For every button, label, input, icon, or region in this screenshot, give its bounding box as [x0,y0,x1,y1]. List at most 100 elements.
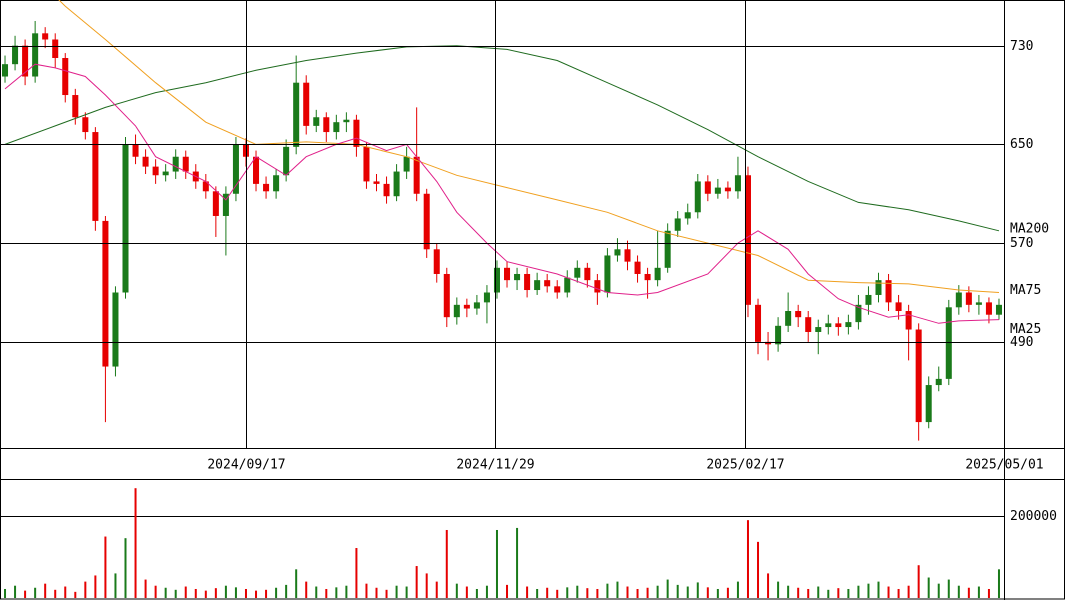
volume-bar [275,587,278,598]
volume-bar [184,586,187,598]
candle-body [654,267,661,281]
candle-body [52,39,59,59]
candle-body [283,146,290,176]
volume-bar [686,586,689,598]
volume-bar [385,589,388,598]
candle-body [132,144,139,157]
volume-bar [626,586,629,598]
series-label: MA200 [1010,221,1049,236]
volume-bar [104,536,107,598]
volume-bar [64,586,67,598]
volume-panel: 200000 [0,488,1057,598]
volume-bar [74,591,77,598]
volume-bar [767,573,770,598]
candle-body [333,122,340,133]
candle-body [534,280,541,291]
volume-bar [716,588,719,598]
volume-bar [586,588,589,598]
candle-body [82,117,89,133]
candle-body [463,304,470,309]
candle-body [875,280,882,295]
candle-body [353,119,360,147]
candle-body [142,156,149,167]
candle-body [413,156,420,194]
volume-bar [44,583,47,598]
volume-bar [907,585,910,598]
candle-body [504,267,511,281]
candle-body [744,175,751,305]
candle-body [253,156,260,184]
candle-body [72,95,79,118]
candle-body [544,280,551,287]
candle-body [975,302,982,305]
volume-bar [124,538,127,598]
candle-body [965,292,972,305]
candle-body [62,58,69,96]
volume-bar [234,587,237,598]
candle-body [734,175,741,192]
volume-bar [405,586,408,598]
candle-body [895,302,902,312]
candle-body [303,82,310,126]
volume-bar [827,589,830,598]
volume-bar [84,581,87,598]
candle-body [32,33,39,77]
candle-body [2,64,9,77]
candle-body [664,230,671,268]
candle-body [483,292,490,303]
candle-body [865,294,872,305]
volume-bar [34,587,37,598]
volume-bar [495,529,498,598]
candle-body [955,292,962,308]
candle-body [674,218,681,231]
candle-body [925,385,932,423]
candle-body [614,249,621,256]
volume-bar [315,586,318,598]
candle-body [564,277,571,293]
candle-body [293,82,300,147]
volume-bar [154,585,157,598]
volume-bar [987,588,990,598]
volume-bar [706,587,709,598]
candle-body [724,187,731,192]
price-panel [2,0,1002,441]
candle-body [694,181,701,213]
candle-body [222,193,229,216]
volume-bar [917,565,920,598]
volume-bar [656,585,659,598]
series-label: MA75 [1010,283,1041,298]
volume-bar [4,588,7,598]
labels: 490 570 650 730 2024/09/17 2024/11/29 2025/02/… [0,0,1049,473]
candle-body [795,311,802,318]
volume-bar [425,573,428,598]
candle-body [152,166,159,176]
series-label: MA25 [1010,322,1041,337]
volume-bar [977,586,980,598]
volume-bar [777,581,780,598]
volume-bar [606,583,609,598]
volume-bar [887,586,890,598]
volume-bar [54,589,57,598]
volume-bar [787,585,790,598]
candle-body [323,117,330,133]
candle-body [684,212,691,219]
moving-average-line [4,45,1000,232]
candle-body [554,286,561,293]
candle-body [594,280,601,293]
volume-bar [194,588,197,598]
volume-bar [957,585,960,598]
candle-body [815,327,822,332]
volume-bar [305,581,308,598]
volume-bar [214,588,217,598]
x-tick-label: 2024/09/17 [207,458,285,473]
volume-bar [797,587,800,598]
candle-body [212,191,219,216]
volume-bar [676,584,679,598]
volume-bar [255,590,258,598]
candle-body [945,307,952,379]
volume-bar [506,584,509,598]
candle-body [473,302,480,309]
candle-body [765,341,772,345]
volume-bar [556,589,559,598]
volume-bar [395,585,398,598]
